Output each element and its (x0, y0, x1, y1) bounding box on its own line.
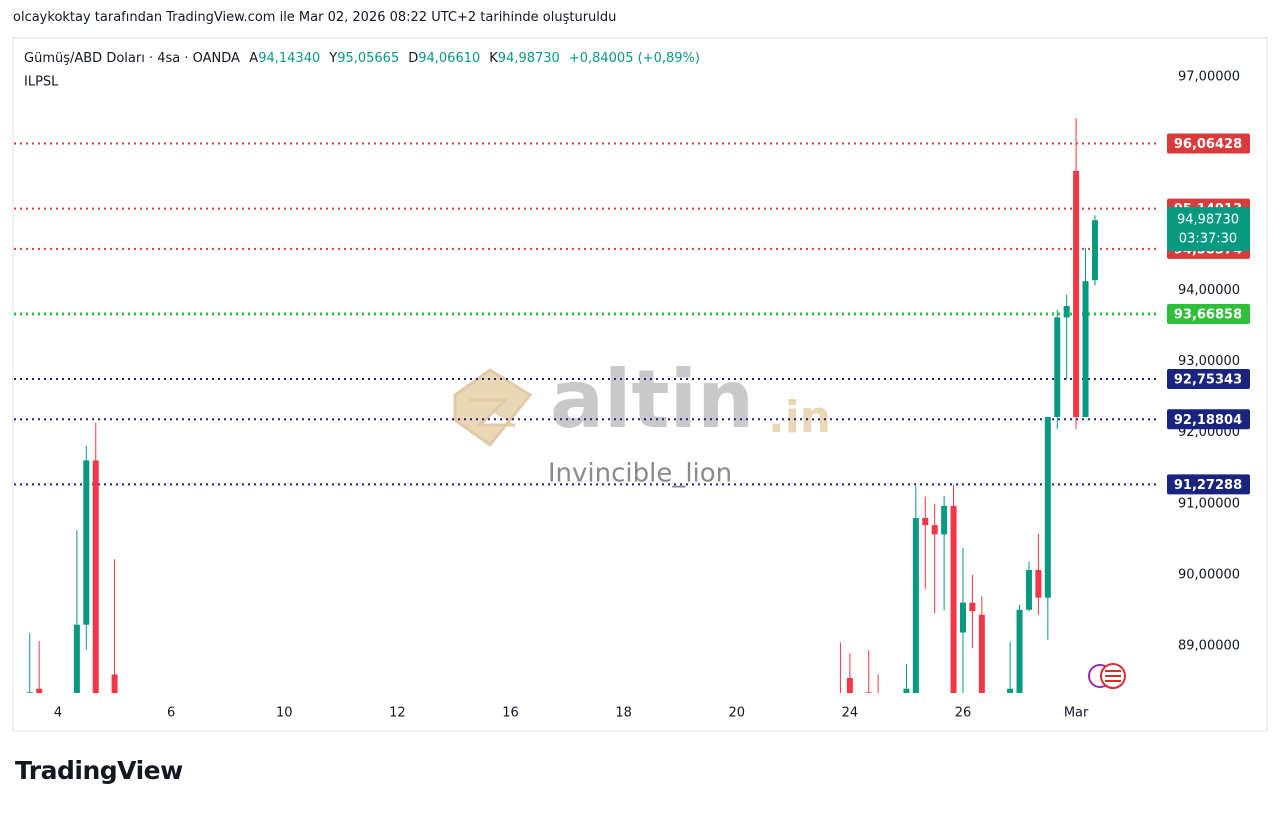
tradingview-logo: TradingView (15, 756, 183, 785)
y-tick-label: 89,00000 (1178, 639, 1240, 654)
symbol-name: Gümüş/ABD Doları · 4sa · OANDA (24, 51, 240, 66)
candle-body (978, 614, 985, 693)
ohlc-value: 94,06610 (418, 51, 480, 66)
candle-body (83, 460, 90, 625)
candle-body (1025, 569, 1032, 610)
candle-body (959, 602, 966, 633)
countdown-label: 03:37:30 (1179, 232, 1237, 247)
candle-body (922, 518, 929, 526)
candle-body (846, 678, 853, 693)
candle-body (1007, 688, 1014, 693)
candle-body (1063, 306, 1070, 318)
x-tick-label: 16 (502, 706, 519, 721)
candle-body (111, 674, 118, 693)
last-price-box (1167, 207, 1250, 252)
level-label-box (1167, 409, 1250, 430)
candle-body (1073, 170, 1080, 418)
candle-body (1091, 220, 1098, 281)
x-tick-label: 6 (167, 706, 175, 721)
legend: Gümüş/ABD Doları · 4sa · OANDA A94,14340 Y… (24, 51, 700, 90)
candle-body (969, 602, 976, 612)
watermark-icon (453, 368, 533, 448)
candle-body (912, 518, 919, 693)
x-tick-label: Mar (1064, 706, 1089, 721)
y-tick-label: 93,00000 (1178, 354, 1240, 369)
x-tick-label: 18 (615, 706, 632, 721)
event-flag-stripes (1105, 670, 1121, 682)
x-tick-label: 10 (276, 706, 293, 721)
ohlc-key: K (489, 51, 498, 66)
level-label: 92,75343 (1174, 373, 1242, 388)
level-label-box (1167, 303, 1250, 324)
level-label: 96,06428 (1174, 137, 1242, 152)
x-tick-label: 12 (389, 706, 406, 721)
ohlc-value: 94,14340 (258, 51, 320, 66)
candle-body (26, 692, 33, 693)
last-price-label: 94,98730 (1177, 213, 1239, 228)
candle-body (950, 505, 957, 693)
candle-body (73, 624, 80, 693)
indicator-name: ILPSL (24, 75, 59, 90)
candle-body (1035, 569, 1042, 598)
x-tick-label: 24 (842, 706, 859, 721)
x-tick-label: 4 (54, 706, 62, 721)
candle-body (865, 692, 872, 693)
candle-body (941, 505, 948, 535)
y-tick-label: 97,00000 (1178, 69, 1240, 84)
candle-body (1044, 417, 1051, 598)
ohlc-value: 94,98730 (498, 51, 560, 66)
candle-body (1054, 317, 1061, 418)
caption: olcaykoktay tarafından TradingView.com i… (13, 10, 617, 25)
level-label: 92,18804 (1174, 413, 1242, 428)
candle-body (931, 525, 938, 535)
change: +0,84005 (+0,89%) (569, 51, 700, 66)
x-tick-label: 20 (728, 706, 745, 721)
candle-body (36, 688, 43, 693)
level-label: 91,27288 (1174, 478, 1242, 493)
level-label: 93,66858 (1174, 307, 1242, 322)
ohlc-key: A (249, 51, 258, 66)
ohlc-key: Y (328, 51, 337, 66)
candle-body (92, 460, 99, 693)
y-tick-label: 91,00000 (1178, 496, 1240, 511)
y-tick-label: 90,00000 (1178, 567, 1240, 582)
candle-body (1016, 609, 1023, 693)
level-label-box (1167, 369, 1250, 390)
ohlc-value: 95,05665 (337, 51, 399, 66)
watermark-tld: .in (768, 392, 831, 443)
level-label-box (1167, 133, 1250, 154)
ohlc-key: D (408, 51, 418, 66)
x-tick-label: 26 (955, 706, 972, 721)
symbol-title: Gümüş/ABD Doları · 4sa · OANDA A94,14340 Y… (24, 51, 700, 66)
watermark: altin .in (453, 353, 831, 448)
watermark-brand: altin (550, 353, 754, 446)
level-label-box (1167, 474, 1250, 495)
candle-body (1082, 281, 1089, 418)
y-tick-label: 94,00000 (1178, 283, 1240, 298)
axes: 89,0000090,0000091,0000092,0000093,00000… (54, 69, 1250, 721)
candle-body (903, 688, 910, 693)
